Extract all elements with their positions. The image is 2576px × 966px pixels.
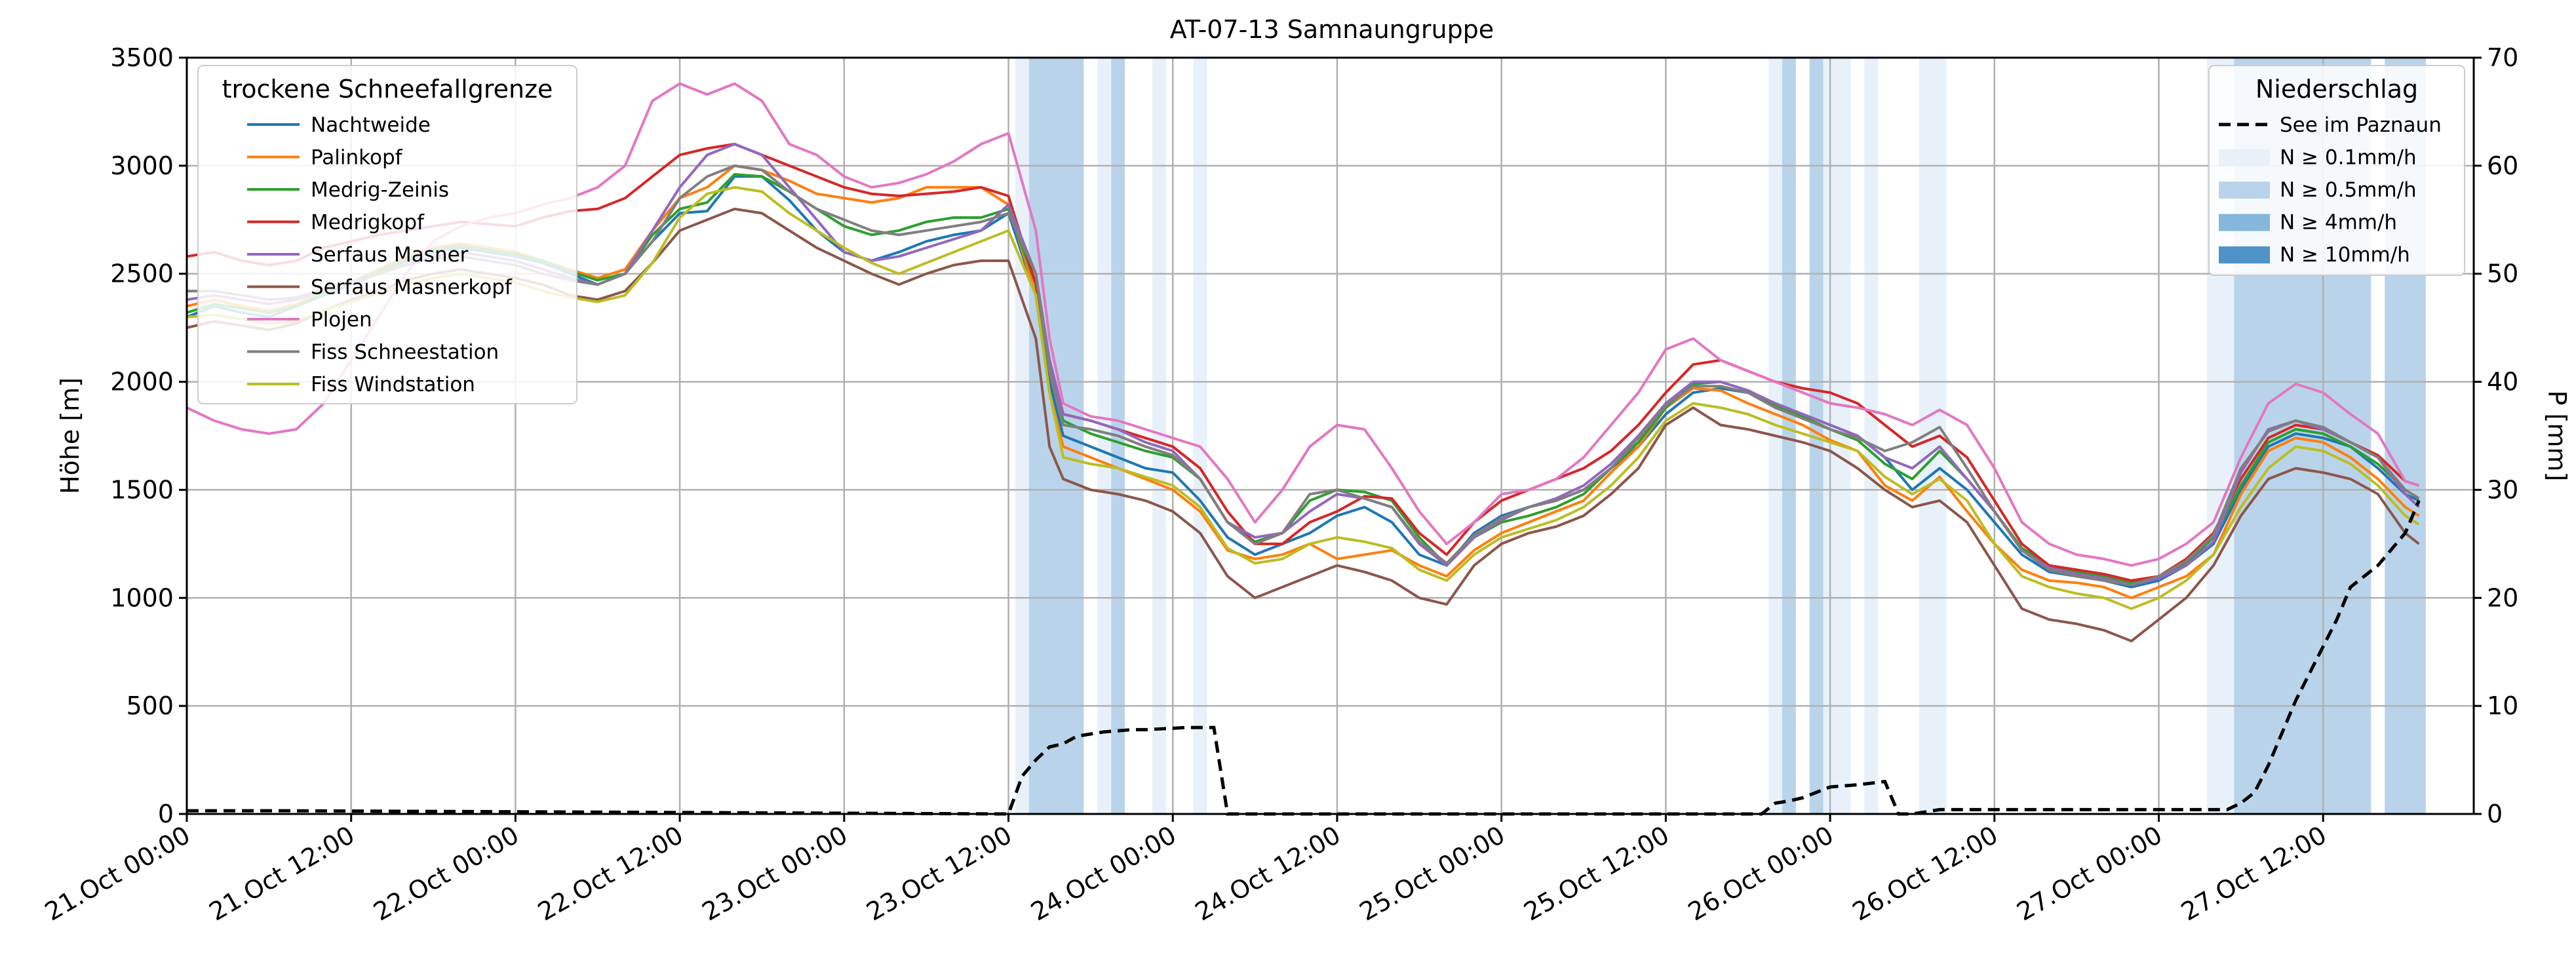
precip-band — [1809, 58, 1824, 814]
legend-label: Fiss Windstation — [311, 373, 475, 396]
y-tick-label-right: 50 — [2487, 260, 2518, 288]
precip-band — [1015, 58, 1029, 814]
y-axis-left: 0 500 1000 1500 2000 2500 3000 3500 — [110, 43, 187, 828]
precip-band — [1782, 58, 1796, 814]
legend-label: N ≥ 4mm/h — [2280, 211, 2397, 235]
precip-band — [1097, 58, 1112, 814]
legend-label: Medrig-Zeinis — [311, 178, 449, 202]
precip-line-series — [187, 499, 2421, 816]
y-tick-label: 2000 — [110, 368, 174, 396]
legend-label: Serfaus Masnerkopf — [311, 276, 513, 299]
legend-right: Niederschlag See im Paznaun N ≥ 0.1mm/h N … — [2208, 65, 2465, 276]
y-tick-label: 2500 — [110, 260, 174, 288]
legend-label: See im Paznaun — [2280, 113, 2442, 137]
legend-label: Medrigkopf — [311, 211, 425, 235]
precip-band — [1864, 58, 1879, 814]
legend-label: N ≥ 0.5mm/h — [2280, 178, 2417, 202]
y-tick-label-right: 20 — [2487, 583, 2518, 612]
y-tick-label: 1000 — [110, 583, 174, 612]
legend-swatch — [2219, 182, 2270, 199]
y-tick-label-right: 0 — [2487, 800, 2503, 828]
legend-swatch — [2219, 149, 2270, 166]
y-tick-label: 1500 — [110, 475, 174, 504]
legend-label: Plojen — [311, 308, 372, 332]
legend-label: Fiss Schneestation — [311, 341, 499, 364]
y-tick-label: 3500 — [110, 43, 174, 72]
y-tick-label: 3000 — [110, 151, 174, 180]
legend-label: N ≥ 10mm/h — [2280, 243, 2410, 267]
legend-left: trockene Schneefallgrenze Nachtweide Pali… — [197, 65, 577, 404]
y-tick-label-right: 10 — [2487, 691, 2518, 720]
precip-band — [1152, 58, 1166, 814]
y-tick-label-right: 60 — [2487, 151, 2518, 180]
y-axis-label: Höhe [m] — [56, 377, 85, 494]
plot-frame — [185, 56, 2475, 815]
y-tick-label: 500 — [126, 691, 174, 720]
precip-band — [1028, 58, 1084, 814]
legend-swatch — [2219, 214, 2270, 231]
legend-label: N ≥ 0.1mm/h — [2280, 146, 2417, 170]
y-axis-right: 0 10 20 30 40 50 60 70 — [2474, 43, 2518, 828]
legend-label: Serfaus Masner — [311, 243, 469, 267]
legend-left-title: trockene Schneefallgrenze — [222, 75, 553, 104]
legend-label: Palinkopf — [311, 146, 403, 170]
y-tick-label: 0 — [158, 800, 174, 828]
y-tick-label-right: 30 — [2487, 475, 2518, 504]
chart-title: AT-07-13 Samnaungruppe — [1170, 15, 1494, 44]
legend-right-title: Niederschlag — [2255, 75, 2418, 104]
y-axis-label-right: P [mm] — [2543, 391, 2571, 482]
precip-band — [1193, 58, 1207, 814]
y-tick-label-right: 70 — [2487, 43, 2518, 72]
y-tick-label-right: 40 — [2487, 368, 2518, 396]
precip-line — [187, 499, 2421, 816]
legend-label: Nachtweide — [311, 113, 431, 137]
legend-swatch — [2219, 246, 2270, 263]
